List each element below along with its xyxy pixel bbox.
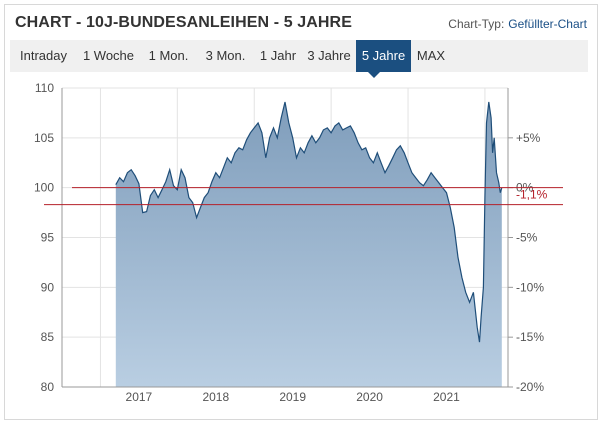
tab-1-mon[interactable]: 1 Mon. [148,48,189,63]
tab-3-mon[interactable]: 3 Mon. [205,48,246,63]
chart-type-selector: Chart-Typ: Gefüllter-Chart [448,17,587,31]
chart-type-value-link[interactable]: Gefüllter-Chart [508,17,587,31]
chart-title: CHART - 10J-BUNDESANLEIHEN - 5 JAHRE [15,14,352,31]
chart-type-label: Chart-Typ: [448,17,505,31]
tab-3-jahre[interactable]: 3 Jahre [307,48,351,63]
active-tab-pointer-icon [368,72,380,78]
chart-header: CHART - 10J-BUNDESANLEIHEN - 5 JAHRE Cha… [15,14,587,40]
tab-intraday[interactable]: Intraday [20,48,67,63]
timeframe-tabbar: Intraday 1 Woche 1 Mon. 3 Mon. 1 Jahr 3 … [10,40,588,72]
tab-1-woche[interactable]: 1 Woche [82,48,135,63]
tab-1-jahr[interactable]: 1 Jahr [259,48,297,63]
tab-5-jahre[interactable]: 5 Jahre [356,40,411,72]
tab-max[interactable]: MAX [416,48,446,63]
